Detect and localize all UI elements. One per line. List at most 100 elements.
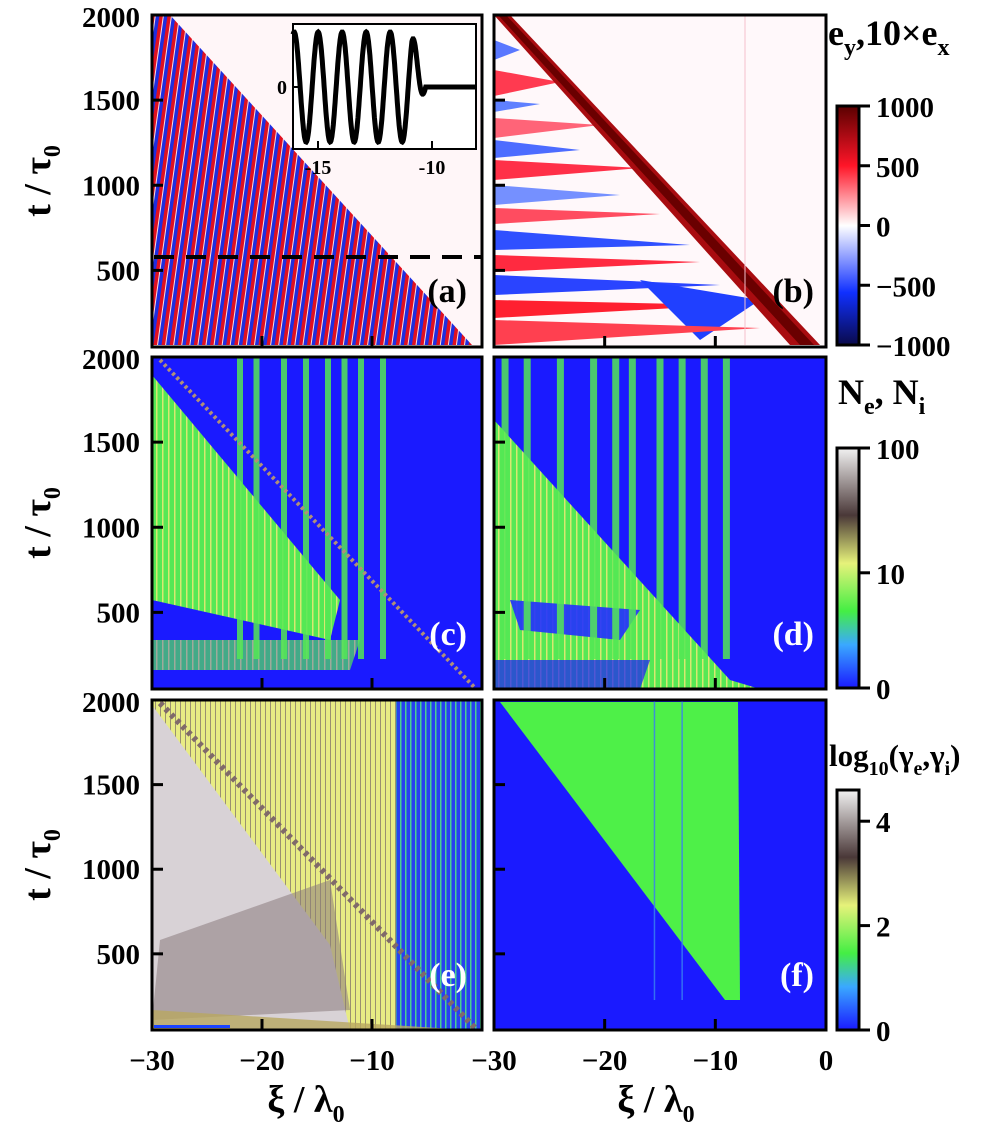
axis-ticks [152,98,717,1030]
xlabel-main: ξ / λ [617,1079,682,1121]
xlabel-main: ξ / λ [267,1079,332,1121]
filament [678,357,686,659]
filament [303,357,309,659]
xlabel-sub: 0 [683,1102,695,1128]
x-tick-label: −10 [693,1045,739,1077]
y-axis-title-row2: t / τ0 [17,487,66,559]
inset-xtick-label: -15 [305,157,332,179]
y-tick-label: 500 [97,597,141,629]
colorbar-density: Ne, Ni [835,372,926,690]
filament [653,700,656,1000]
panel-label-e: (e) [429,957,467,994]
y-tick-label: 2000 [82,344,140,376]
filament [501,357,509,659]
ylabel-sub: 0 [40,487,66,499]
panel-e [152,700,482,1030]
y-axis-title-row3: t / τ0 [17,829,66,901]
colorbar-tick-label: 1000 [876,92,934,124]
filament [523,357,531,659]
filament [590,357,598,659]
colorbar-tick-label: 0 [876,212,891,244]
colorbar-tick-label: 10 [876,559,905,591]
filament [341,357,348,659]
filament [681,700,683,1000]
panel-f-green-region [500,702,740,1000]
panel-c-soliton-track [158,358,477,689]
colorbar-gamma-gradient [835,788,861,1032]
colorbar-tick-label: 500 [876,152,920,184]
inset-ytick-label: 0 [277,77,287,99]
y-tick-label: 1000 [82,854,140,886]
filament [253,357,260,659]
y-tick-label: 1500 [82,85,140,117]
colorbar-tick-label: 0 [876,1016,891,1048]
panel-label-f: (f) [780,957,814,994]
y-tick-label: 1000 [82,170,140,202]
x-tick-label: −30 [471,1045,517,1077]
panel-d-filaments [501,357,730,659]
filament [612,357,620,659]
colorbar-field-title: ey,10×ex [828,13,949,61]
colorbar-tick-label: −1000 [876,331,951,363]
svg-text:t / τ0: t / τ0 [17,145,66,217]
colorbar-field: ey,10×ex [828,13,949,347]
y-tick-labels: 500 1000 1500 2000 500 1000 1500 2000 500 1000 150… [82,2,140,971]
filament [281,357,287,659]
y-tick-label: 1500 [82,427,140,459]
y-tick-label: 1000 [82,512,140,544]
filament [700,357,708,659]
colorbar-tick-label: 4 [876,807,891,839]
x-tick-label: −30 [129,1045,175,1077]
filament [237,357,243,659]
x-axis-title-left: ξ / λ0 [267,1079,344,1128]
x-tick-label: −10 [349,1045,395,1077]
panel-b-front-core [498,15,814,345]
panel-c-green-region [152,375,340,640]
inset: 0 -15 -10 [277,23,477,179]
inset-wave-line [290,28,476,146]
filament [628,357,636,659]
colorbar-field-gradient [835,104,861,347]
panel-f [494,700,826,1030]
panel-d [494,357,826,689]
y-axis-title-row1: t / τ0 [17,145,66,217]
panel-c-filaments [237,357,386,659]
x-tick-label: −20 [239,1045,285,1077]
panel-e-soliton-track [157,700,478,1030]
panel-label-b: (b) [772,273,814,310]
filament [358,357,364,659]
x-tick-label: 0 [819,1045,834,1077]
filament [325,357,331,659]
panel-b-wake-bands [494,40,760,345]
colorbar-tick-label: 0 [876,674,891,706]
ylabel-main: t / τ [17,157,59,217]
filament [656,357,664,659]
svg-text:t / τ0: t / τ0 [17,487,66,559]
colorbar-density-title: Ne, Ni [838,372,926,420]
colorbar-density-gradient [835,446,861,690]
colorbar-tick-label: −500 [876,271,936,303]
y-tick-label: 2000 [82,2,140,34]
inset-xtick-label: -10 [419,157,446,179]
panel-f-filaments [653,700,683,1000]
panel-c [152,357,482,689]
filament [556,357,564,659]
colorbar-gamma-title: log10(γe,γi) [829,738,961,780]
y-tick-label: 2000 [82,687,140,719]
xlabel-sub: 0 [333,1102,345,1128]
ylabel-main: t / τ [17,841,59,901]
y-tick-label: 500 [97,939,141,971]
x-tick-label: −20 [582,1045,628,1077]
ylabel-sub: 0 [40,145,66,157]
y-tick-label: 1500 [82,770,140,802]
panel-frames [150,13,828,1032]
x-tick-labels: −30 −20 −10 −30 −20 −10 0 [129,1045,833,1077]
y-tick-label: 500 [97,255,141,287]
filament [722,357,730,659]
svg-text:t / τ0: t / τ0 [17,829,66,901]
panel-label-c: (c) [429,616,467,653]
colorbar-tick-label: 100 [876,434,920,466]
x-axis-title-right: ξ / λ0 [617,1079,694,1128]
panel-label-a: (a) [427,273,467,310]
